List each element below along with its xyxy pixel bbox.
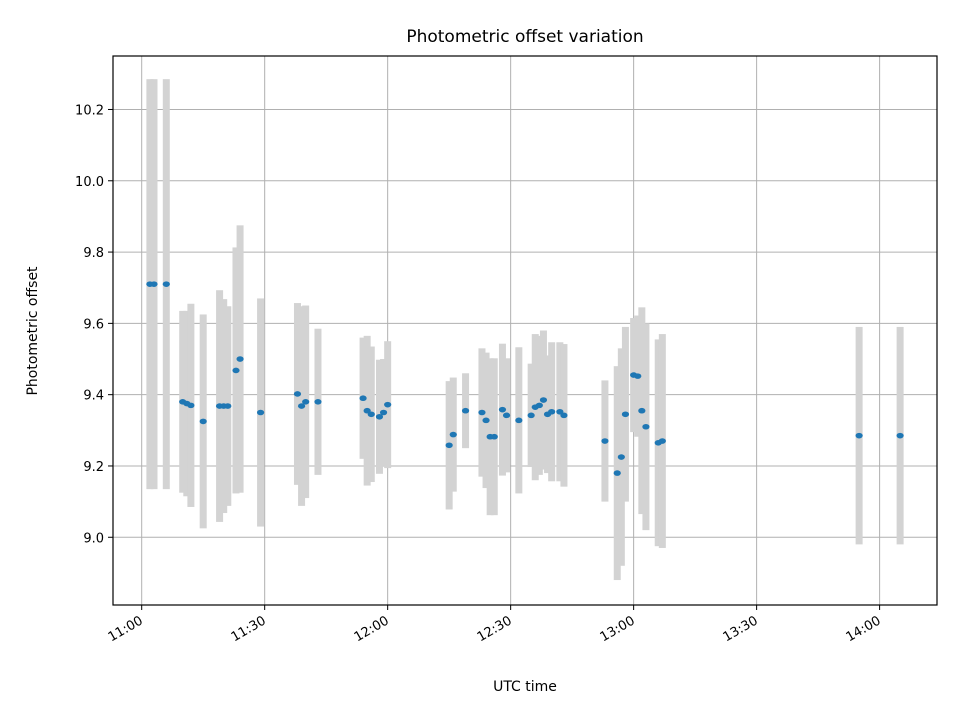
x-axis-title: UTC time (493, 679, 557, 695)
data-point (199, 418, 207, 425)
data-point (498, 406, 507, 413)
data-point (658, 438, 666, 444)
y-tick-label: 10.2 (75, 103, 104, 118)
data-point (535, 402, 543, 409)
data-point (384, 401, 392, 408)
data-point (187, 402, 195, 409)
data-point (445, 442, 453, 449)
data-point (515, 417, 523, 424)
data-point (363, 407, 371, 414)
data-point (150, 281, 158, 287)
y-tick-label: 9.4 (83, 389, 104, 404)
data-points (146, 281, 904, 476)
y-tick-label: 9.8 (83, 246, 104, 261)
data-point (642, 423, 650, 430)
data-point (256, 409, 265, 416)
data-point (224, 403, 232, 409)
data-point (297, 403, 306, 409)
data-point (502, 412, 511, 419)
data-point (617, 454, 625, 460)
data-point (478, 409, 486, 416)
data-point (613, 470, 621, 476)
data-point (359, 395, 367, 402)
data-point (314, 398, 322, 405)
data-point (490, 433, 498, 440)
y-tick-label: 10.0 (75, 175, 104, 190)
y-tick-label: 9.2 (83, 460, 104, 475)
data-point (638, 407, 646, 414)
data-point (375, 413, 384, 420)
data-point (855, 432, 863, 439)
y-tick-label: 9.0 (83, 531, 104, 546)
y-axis-ticks: 9.0 9.2 9.4 9.6 9.8 10.0 10.2 (75, 103, 113, 546)
data-point (527, 412, 535, 419)
data-point (367, 411, 375, 418)
data-point (634, 373, 642, 379)
data-point (162, 281, 170, 287)
data-point (621, 411, 630, 418)
data-point (548, 408, 556, 415)
grid (113, 56, 937, 605)
data-point (379, 409, 388, 416)
data-point (601, 438, 609, 444)
data-point (236, 356, 244, 362)
data-point (896, 432, 904, 439)
data-point (293, 391, 302, 397)
plot-frame (112, 55, 938, 606)
data-point (449, 431, 457, 438)
y-axis-title: Photometric offset (25, 266, 41, 396)
data-point (556, 408, 564, 415)
chart-title: Photometric offset variation (406, 27, 643, 47)
data-point (482, 417, 490, 424)
data-point (232, 367, 240, 374)
data-point (560, 412, 568, 419)
data-point (302, 398, 310, 405)
y-tick-label: 9.6 (83, 317, 104, 332)
data-point (461, 407, 470, 414)
data-point (539, 397, 548, 403)
